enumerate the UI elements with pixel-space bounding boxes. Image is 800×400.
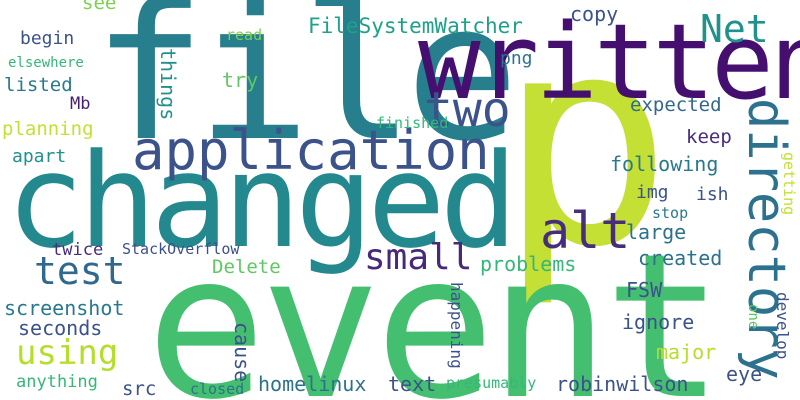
word-twice: twice [52, 240, 104, 260]
word-eye: eye [726, 362, 763, 386]
word-delete: Delete [212, 256, 281, 278]
word-closed: closed [190, 380, 245, 398]
word-elsewhere: elsewhere [8, 55, 84, 71]
word-large: large [626, 220, 687, 244]
word-copy: copy [570, 2, 619, 26]
word-seconds: seconds [18, 316, 103, 340]
word-p: p [498, 0, 673, 311]
word-develop: develop [773, 292, 792, 360]
word-fsw: FSW [626, 278, 663, 302]
word-getting: getting [780, 152, 798, 216]
word-try: try [222, 68, 259, 92]
word-ignore: ignore [622, 310, 695, 334]
word-stackoverflow: StackOverflow [122, 240, 240, 258]
word-cause: cause [230, 322, 254, 383]
word-small: small [364, 237, 473, 278]
word-keep: keep [686, 126, 732, 148]
word-listed: listed [4, 74, 73, 96]
word-stop: stop [652, 204, 689, 222]
word-file: file [92, 0, 520, 183]
word-screenshot: screenshot [4, 296, 125, 320]
word-img: img [636, 182, 669, 203]
word-test: test [34, 249, 126, 293]
word-expected: expected [630, 94, 722, 116]
word-png: png [500, 48, 533, 69]
word-following: following [610, 152, 719, 176]
word-two: two [424, 82, 511, 138]
word-one: one [745, 304, 761, 330]
word-mb: Mb [70, 94, 91, 114]
word-ish: ish [696, 184, 729, 205]
word-things: things [156, 48, 180, 121]
word-homelinux: homelinux [258, 372, 367, 396]
word-created: created [638, 246, 723, 270]
word-src: src [122, 378, 157, 400]
word-planning: planning [2, 118, 94, 140]
word-happening: happening [447, 282, 466, 369]
word-apart: apart [12, 146, 67, 167]
word-see: see [82, 0, 117, 14]
word-begin: begin [20, 28, 75, 49]
word-written: written [418, 1, 800, 123]
word-application: application [132, 119, 490, 182]
word-presumably: presumably [446, 374, 537, 392]
word-event: event [146, 211, 724, 400]
word-anything: anything [16, 372, 98, 392]
word-using: using [16, 333, 119, 373]
word-problems: problems [480, 252, 577, 276]
word-filesystemwatcher: FileSystemWatcher [308, 14, 523, 38]
word-finished: finished [376, 114, 449, 132]
word-text: text [388, 372, 437, 396]
word-robinwilson: robinwilson [556, 372, 689, 396]
word-net: Net [700, 7, 769, 51]
word-changed: changed [6, 125, 518, 277]
word-alt: alt [540, 202, 631, 260]
word-read: read [226, 26, 263, 44]
word-major: major [656, 340, 717, 364]
